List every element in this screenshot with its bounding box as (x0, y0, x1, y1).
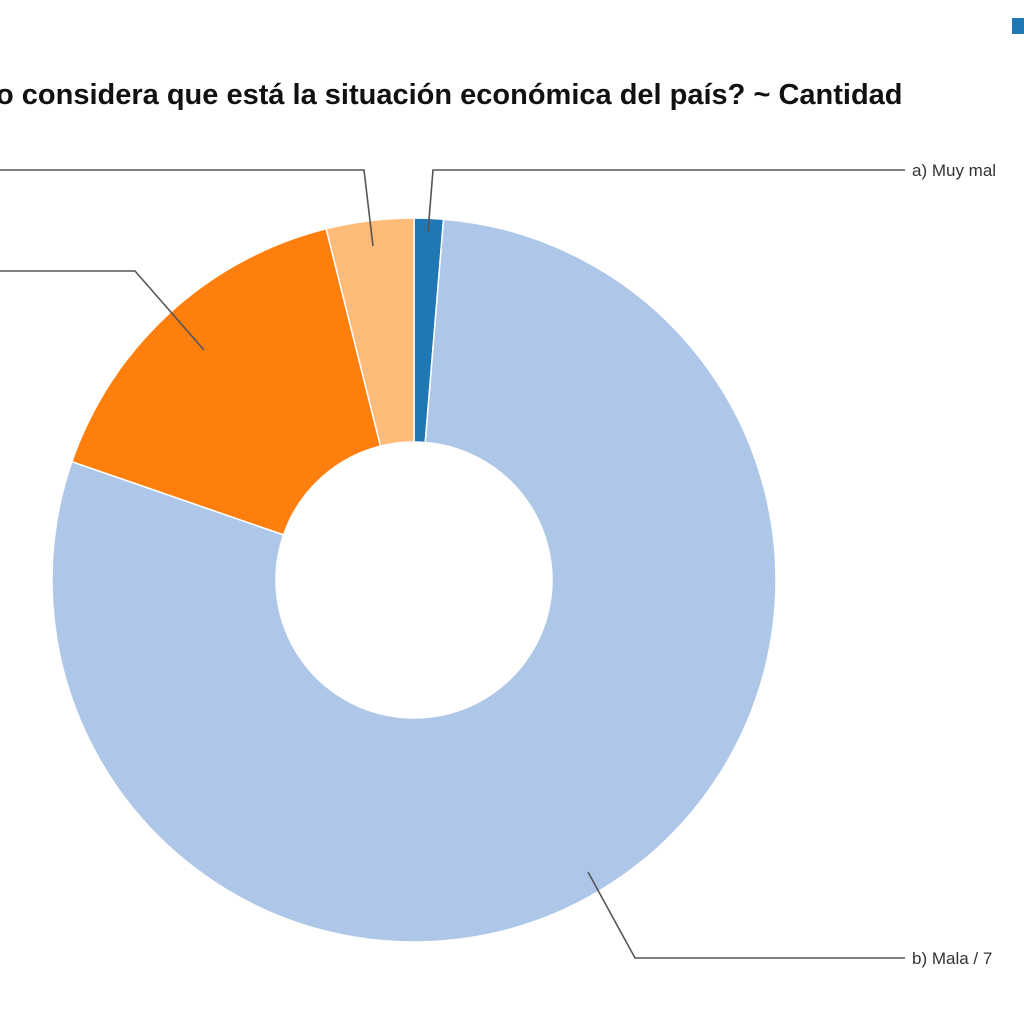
pie-slice-1 (51, 218, 777, 943)
slice-label-mala: b) Mala / 7 (912, 949, 992, 968)
legend-swatch (1012, 18, 1024, 34)
leader-line-mala (587, 871, 905, 959)
leader-line-muy-mala (427, 169, 905, 233)
pie-slice-3 (325, 217, 415, 448)
leader-lines (0, 169, 905, 959)
leader-line-orange (0, 270, 205, 351)
pie-slice-2 (70, 227, 382, 536)
leader-line-peach (0, 169, 374, 247)
chart-title: o considera que está la situación económ… (0, 79, 903, 111)
slice-label-muy-mala: a) Muy mal (912, 161, 996, 180)
pie-slices (51, 217, 777, 943)
